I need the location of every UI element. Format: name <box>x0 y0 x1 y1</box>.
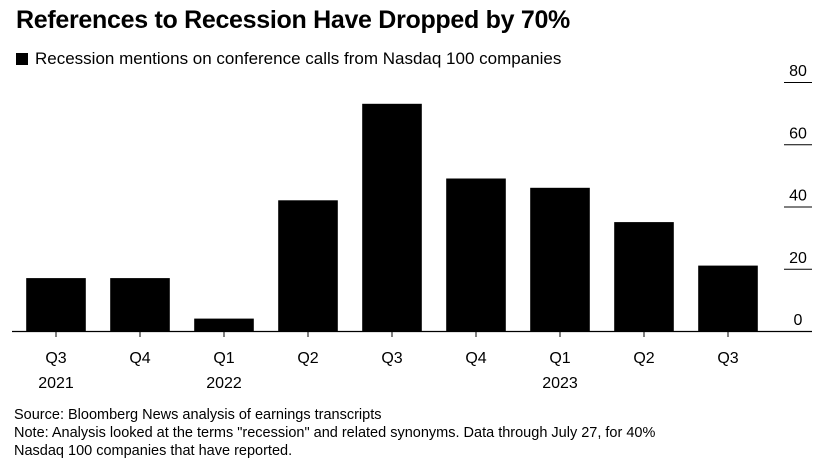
x-tick-label-year: 2023 <box>542 375 578 392</box>
footer: Source: Bloomberg News analysis of earni… <box>14 406 814 460</box>
bar-q4-2021 <box>110 278 170 331</box>
x-tick-label-quarter: Q1 <box>549 350 570 367</box>
bar-q1-2023 <box>530 187 590 331</box>
legend-swatch <box>16 53 28 65</box>
y-tick-label: 20 <box>789 250 807 267</box>
bar-chart: 0 20 40 60 80 Q3 2021 Q4 Q1 2022 Q2 Q3 Q4 Q1 2023 Q2 Q3 <box>12 63 812 392</box>
legend-label: Recession mentions on conference calls f… <box>35 49 562 68</box>
x-tick-label-quarter: Q4 <box>129 350 150 367</box>
x-tick-label-year: 2022 <box>206 375 242 392</box>
y-tick-label: 40 <box>789 188 807 205</box>
x-tick-label-year: 2021 <box>38 375 74 392</box>
x-tick-label-quarter: Q3 <box>45 350 66 367</box>
x-tick-label-quarter: Q4 <box>465 350 486 367</box>
bar-q3-2022 <box>362 103 422 331</box>
x-tick-label-quarter: Q1 <box>213 350 234 367</box>
x-tick-label-quarter: Q2 <box>633 350 654 367</box>
bar-q1-2022 <box>194 318 254 331</box>
legend: Recession mentions on conference calls f… <box>16 49 561 69</box>
note-line-2: Nasdaq 100 companies that have reported. <box>14 443 293 459</box>
y-tick-label: 60 <box>789 125 807 142</box>
x-tick-label-quarter: Q3 <box>381 350 402 367</box>
bar-q2-2022 <box>278 200 338 331</box>
x-tick-label-quarter: Q3 <box>717 350 738 367</box>
source-note: Source: Bloomberg News analysis of earni… <box>14 407 382 423</box>
bar-q3-2023 <box>698 265 758 331</box>
y-tick-label: 0 <box>794 312 803 329</box>
chart-title: References to Recession Have Dropped by … <box>16 6 570 34</box>
bars-group <box>26 103 758 331</box>
x-axis-ticks: Q3 2021 Q4 Q1 2022 Q2 Q3 Q4 Q1 2023 Q2 Q3 <box>38 331 739 392</box>
y-tick-label: 80 <box>789 63 807 80</box>
x-tick-label-quarter: Q2 <box>297 350 318 367</box>
bar-q3-2021 <box>26 278 86 331</box>
bar-q4-2022 <box>446 178 506 331</box>
y-axis-ticks: 0 20 40 60 80 <box>784 63 812 329</box>
bar-q2-2023 <box>614 222 674 331</box>
note-line-1: Note: Analysis looked at the terms "rece… <box>14 425 656 441</box>
